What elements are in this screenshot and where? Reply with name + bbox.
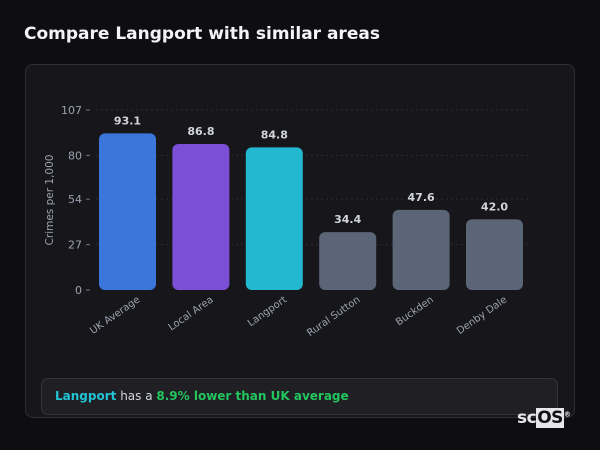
data-label: 34.4	[334, 213, 361, 226]
bar	[99, 133, 156, 290]
summary-text: has a	[116, 389, 157, 403]
x-tick-label: Rural Sutton	[305, 294, 362, 339]
data-label: 86.8	[187, 125, 214, 138]
summary-place: Langport	[55, 389, 117, 403]
data-label: 84.8	[261, 128, 288, 141]
y-tick-label: 0	[75, 284, 82, 297]
summary-banner: Langport has a 8.9% lower than UK averag…	[41, 378, 558, 415]
y-tick-label: 80	[68, 149, 82, 162]
y-tick-label: 27	[68, 239, 82, 252]
x-tick-label: Local Area	[167, 294, 216, 333]
x-tick-label: Langport	[246, 294, 289, 329]
x-tick-label: Denby Dale	[455, 294, 509, 337]
data-label: 93.1	[114, 114, 141, 127]
scos-logo: scOS®	[517, 408, 571, 428]
y-tick-label: 54	[68, 193, 82, 206]
bar	[172, 143, 230, 290]
bar	[319, 232, 377, 290]
y-axis-label: Crimes per 1,000	[44, 155, 56, 246]
bar	[245, 147, 303, 290]
data-label: 42.0	[481, 200, 508, 213]
y-tick-label: 107	[61, 104, 82, 117]
x-tick-label: Buckden	[394, 294, 436, 328]
page-title: Compare Langport with similar areas	[24, 24, 380, 44]
x-tick-label: UK Average	[88, 294, 142, 336]
bar	[466, 219, 523, 290]
summary-comparison: 8.9% lower than UK average	[156, 389, 349, 403]
bar	[392, 209, 450, 290]
data-label: 47.6	[408, 191, 435, 204]
